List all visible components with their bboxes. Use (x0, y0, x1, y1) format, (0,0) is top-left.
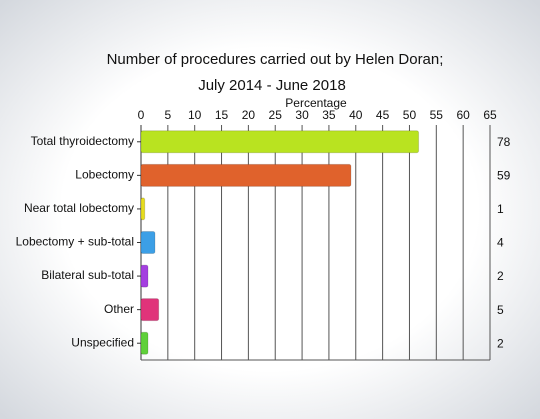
y-tick-label: Lobectomy (75, 168, 134, 182)
x-tick-label: 5 (165, 108, 172, 122)
x-tick-label: 20 (242, 108, 256, 122)
x-tick-label: 45 (376, 108, 390, 122)
x-tick-label: 50 (403, 108, 417, 122)
x-tick-label: 65 (483, 108, 497, 122)
bar (140, 298, 160, 322)
bar (140, 264, 149, 288)
count-label: 78 (497, 135, 511, 149)
x-tick-label: 25 (269, 108, 283, 122)
x-tick-label: 60 (456, 108, 470, 122)
x-tick-label: 55 (430, 108, 444, 122)
bar (140, 163, 352, 187)
count-label: 4 (497, 236, 504, 250)
x-tick-label: 10 (188, 108, 202, 122)
bar (140, 331, 149, 355)
y-tick-label: Unspecified (71, 335, 134, 349)
x-tick-label: 30 (295, 108, 309, 122)
x-tick-label: 35 (322, 108, 336, 122)
y-tick-label: Total thyroidectomy (31, 134, 134, 148)
count-label: 1 (497, 202, 504, 216)
y-tick-label: Near total lobectomy (24, 201, 134, 215)
chart-title: Number of procedures carried out by Hele… (107, 51, 444, 68)
count-label: 59 (497, 169, 511, 183)
chart-subtitle: July 2014 - June 2018 (198, 77, 346, 94)
bar (140, 130, 420, 154)
x-axis-label: Percentage (285, 96, 347, 110)
x-tick-label: 40 (349, 108, 363, 122)
count-label: 2 (497, 269, 504, 283)
bar (140, 231, 156, 254)
y-tick-label: Other (104, 302, 134, 316)
count-label: 2 (497, 336, 504, 350)
count-label: 5 (497, 303, 504, 317)
x-tick-label: 15 (215, 108, 229, 122)
y-tick-label: Bilateral sub-total (41, 268, 134, 282)
y-tick-label: Lobectomy + sub-total (16, 235, 134, 249)
x-tick-label: 0 (138, 108, 145, 122)
bar (140, 197, 146, 221)
